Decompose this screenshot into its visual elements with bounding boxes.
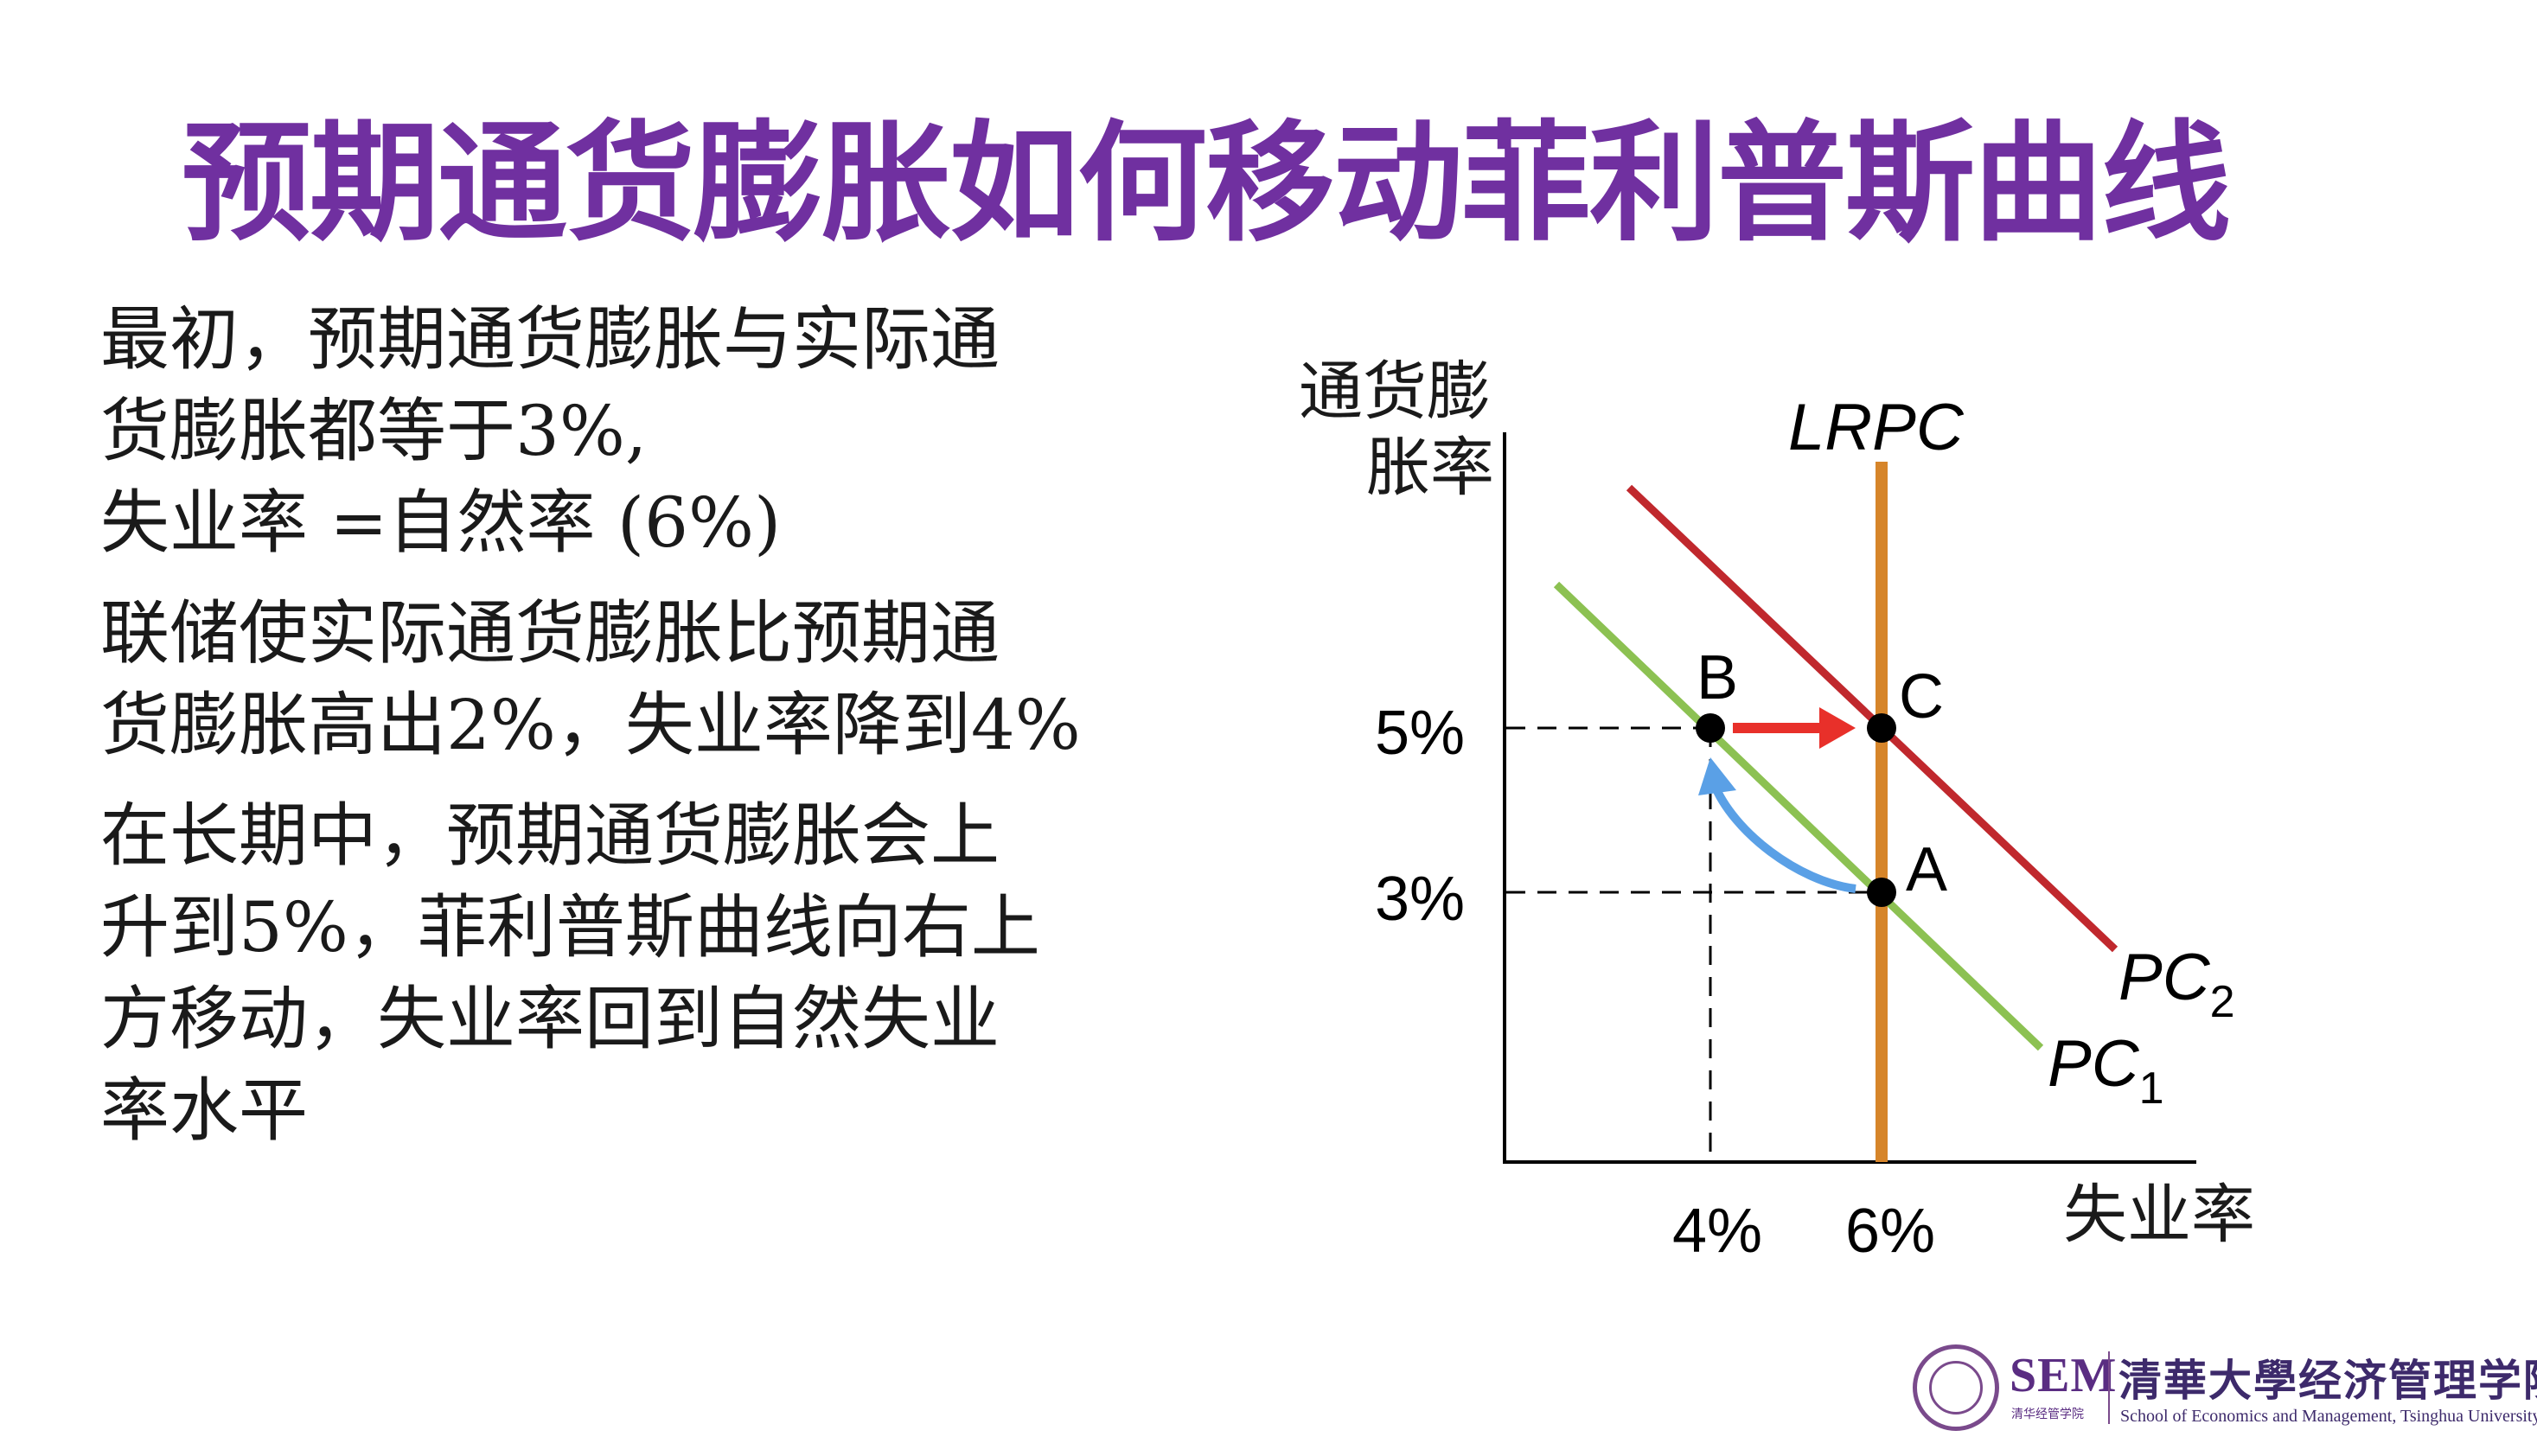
body-text: 最初，预期通货膨胀与实际通 货膨胀都等于3%, 失业率 =自然率 (6%) 联储…	[100, 294, 1259, 1176]
text-line: 方移动，失业率回到自然失业	[100, 979, 1000, 1059]
lrpc-label: LRPC	[1788, 391, 1965, 464]
y-tick-3pct: 3%	[1375, 865, 1465, 934]
pc1-curve	[1553, 581, 2044, 1051]
arrow-a-to-b	[1709, 782, 1856, 893]
y-tick-5pct: 5%	[1375, 699, 1465, 768]
point-a	[1867, 878, 1896, 907]
paragraph-initial-state: 最初，预期通货膨胀与实际通 货膨胀都等于3%, 失业率 =自然率 (6%)	[100, 294, 1259, 569]
paragraph-fed-action: 联储使实际通货膨胀比预期通 货膨胀高出2%，失业率降到4%	[100, 588, 1259, 771]
pc1-label: PC1	[2048, 1027, 2164, 1114]
text-line: 在长期中，预期通货膨胀会上	[100, 795, 1000, 876]
y-axis-label: 通货膨	[1299, 354, 1491, 429]
text-line: 最初，预期通货膨胀与实际通	[100, 299, 1000, 380]
text-line: 失业率 =自然率 (6%)	[100, 482, 782, 563]
point-b	[1696, 713, 1725, 743]
school-name-cn: 清華大學经济管理学院	[2118, 1355, 2537, 1406]
text-line: 联储使实际通货膨胀比预期通	[100, 593, 1000, 674]
text-line: 货膨胀高出2%，失业率降到4%	[100, 685, 1081, 765]
text-line: 率水平	[100, 1070, 308, 1151]
school-name-en: School of Economics and Management, Tsin…	[2120, 1407, 2537, 1426]
point-a-label: A	[1906, 835, 1947, 904]
arrow-a-to-b-head	[1698, 757, 1736, 795]
point-b-label: B	[1697, 643, 1738, 712]
x-tick-4pct: 4%	[1672, 1197, 1762, 1266]
sem-subtitle: 清华经管学院	[2011, 1407, 2084, 1421]
footer-logo: SEM 清华经管学院 清華大學经济管理学院 School of Economic…	[1913, 1344, 2537, 1440]
text-line: 升到5%，菲利普斯曲线向右上	[100, 887, 1040, 967]
sem-logo-text: SEM	[2010, 1349, 2118, 1402]
x-axis-label: 失业率	[2063, 1178, 2255, 1252]
tsinghua-seal-icon	[1913, 1344, 1999, 1431]
y-axis-label: 胀率	[1366, 431, 1494, 505]
x-tick-6pct: 6%	[1845, 1197, 1935, 1266]
text-line: 货膨胀都等于3%,	[100, 391, 648, 471]
point-c-label: C	[1899, 662, 1944, 731]
paragraph-long-run: 在长期中，预期通货膨胀会上 升到5%，菲利普斯曲线向右上 方移动，失业率回到自然…	[100, 790, 1259, 1157]
logo-divider	[2108, 1351, 2110, 1424]
arrow-b-to-c-head	[1819, 707, 1856, 749]
slide-title: 预期通货膨胀如何移动菲利普斯曲线	[182, 109, 2231, 259]
point-c	[1867, 713, 1896, 743]
pc2-label: PC2	[2118, 941, 2235, 1027]
